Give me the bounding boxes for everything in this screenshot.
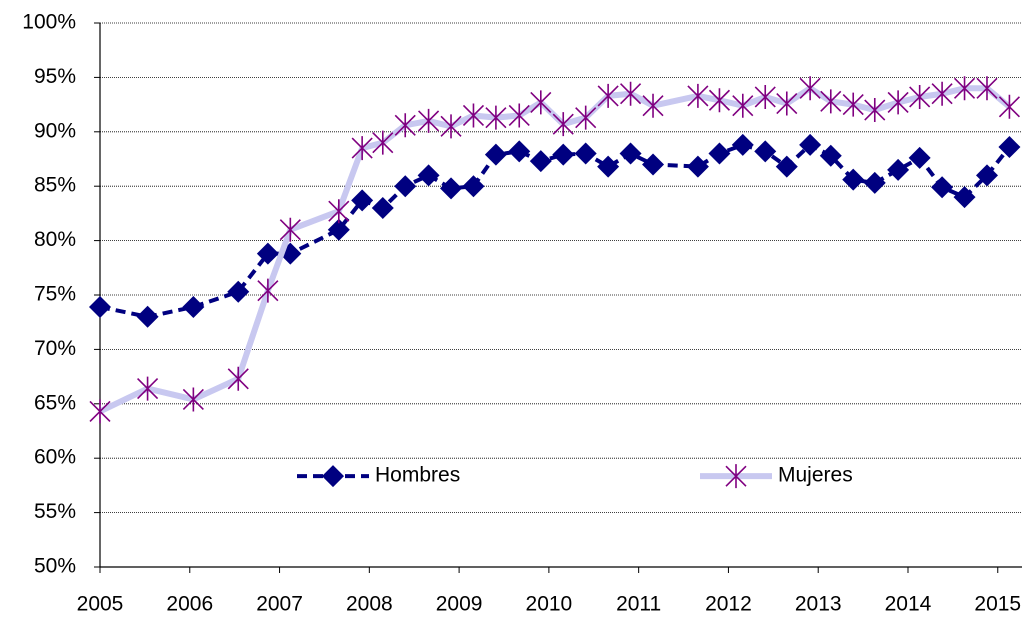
data-point [687, 83, 709, 108]
data-point [418, 108, 440, 133]
data-point [530, 90, 552, 115]
data-point [462, 103, 485, 128]
x-tick-label: 2012 [705, 593, 752, 616]
data-point [508, 103, 530, 128]
data-point [485, 105, 507, 130]
data-point [417, 164, 440, 187]
data-point [842, 92, 864, 117]
data-point [908, 146, 931, 169]
data-point [619, 142, 642, 165]
data-point [351, 136, 373, 161]
y-tick-label: 95% [34, 65, 76, 88]
data-point [776, 91, 798, 116]
data-point [89, 399, 111, 424]
data-point [775, 155, 798, 178]
data-point [975, 164, 998, 187]
data-point [708, 142, 731, 165]
data-point [887, 90, 909, 115]
x-tick-label: 2007 [256, 593, 303, 616]
data-point [642, 93, 664, 118]
data-point [182, 295, 205, 318]
series-line [98, 85, 1012, 415]
data-point [552, 112, 574, 137]
data-point [552, 143, 575, 166]
data-point [620, 81, 642, 106]
data-point [597, 83, 619, 108]
x-tick-label: 2008 [346, 593, 393, 616]
data-point [440, 114, 462, 139]
data-point [371, 196, 394, 219]
legend-label: Mujeres [778, 464, 853, 487]
data-point [440, 177, 463, 200]
data-point [754, 84, 776, 109]
data-point [887, 158, 910, 181]
x-tick-label: 2010 [526, 593, 573, 616]
legend-label: Hombres [375, 464, 460, 487]
data-point [279, 217, 301, 242]
data-point [394, 113, 416, 138]
data-point [909, 84, 931, 109]
y-tick-label: 75% [34, 283, 76, 306]
legend-marker [322, 465, 344, 488]
y-tick-label: 70% [34, 337, 76, 360]
y-tick-label: 55% [34, 500, 76, 523]
data-point [529, 150, 552, 173]
data-point [137, 376, 159, 401]
data-point [732, 93, 754, 118]
data-point [731, 133, 754, 156]
data-point [257, 278, 279, 303]
data-point [574, 142, 597, 165]
y-tick-label: 100% [22, 11, 76, 34]
x-tick-label: 2006 [166, 593, 213, 616]
data-point [136, 305, 159, 328]
data-point [754, 140, 777, 163]
data-point [976, 76, 998, 101]
data-point [508, 140, 531, 163]
x-tick-label: 2014 [885, 593, 932, 616]
data-point [842, 168, 865, 191]
data-point [328, 199, 350, 224]
data-point [394, 175, 417, 198]
data-point [351, 189, 374, 212]
data-point [863, 171, 886, 194]
data-point [708, 88, 731, 113]
data-point [819, 144, 842, 167]
data-point [462, 175, 485, 198]
data-point [182, 387, 204, 412]
data-point [998, 94, 1020, 119]
data-point [953, 76, 976, 101]
data-point [227, 280, 250, 303]
data-point [864, 98, 886, 123]
data-point [686, 155, 709, 178]
data-point [820, 89, 842, 114]
data-point [931, 81, 953, 106]
data-point [642, 153, 665, 176]
x-tick-label: 2013 [795, 593, 842, 616]
data-point [799, 133, 822, 156]
y-tick-label: 85% [34, 174, 76, 197]
data-point [327, 218, 350, 241]
y-tick-label: 80% [34, 228, 76, 251]
data-point [484, 143, 507, 166]
data-point [227, 366, 249, 391]
y-tick-label: 60% [34, 446, 76, 469]
x-tick-label: 2009 [436, 593, 483, 616]
y-tick-label: 65% [34, 391, 76, 414]
x-tick-label: 2011 [616, 593, 661, 616]
data-point [372, 130, 394, 155]
y-tick-label: 50% [34, 555, 76, 578]
legend-marker [725, 464, 747, 489]
x-tick-label: 2015 [974, 593, 1021, 616]
data-point [89, 295, 111, 318]
x-tick-label: 2005 [77, 593, 124, 616]
y-tick-label: 90% [34, 119, 76, 142]
data-point [597, 155, 620, 178]
data-point [998, 136, 1021, 159]
data-point [953, 186, 976, 209]
data-point [931, 176, 954, 199]
data-point [256, 242, 279, 265]
data-point [799, 76, 821, 101]
data-point [575, 105, 597, 130]
